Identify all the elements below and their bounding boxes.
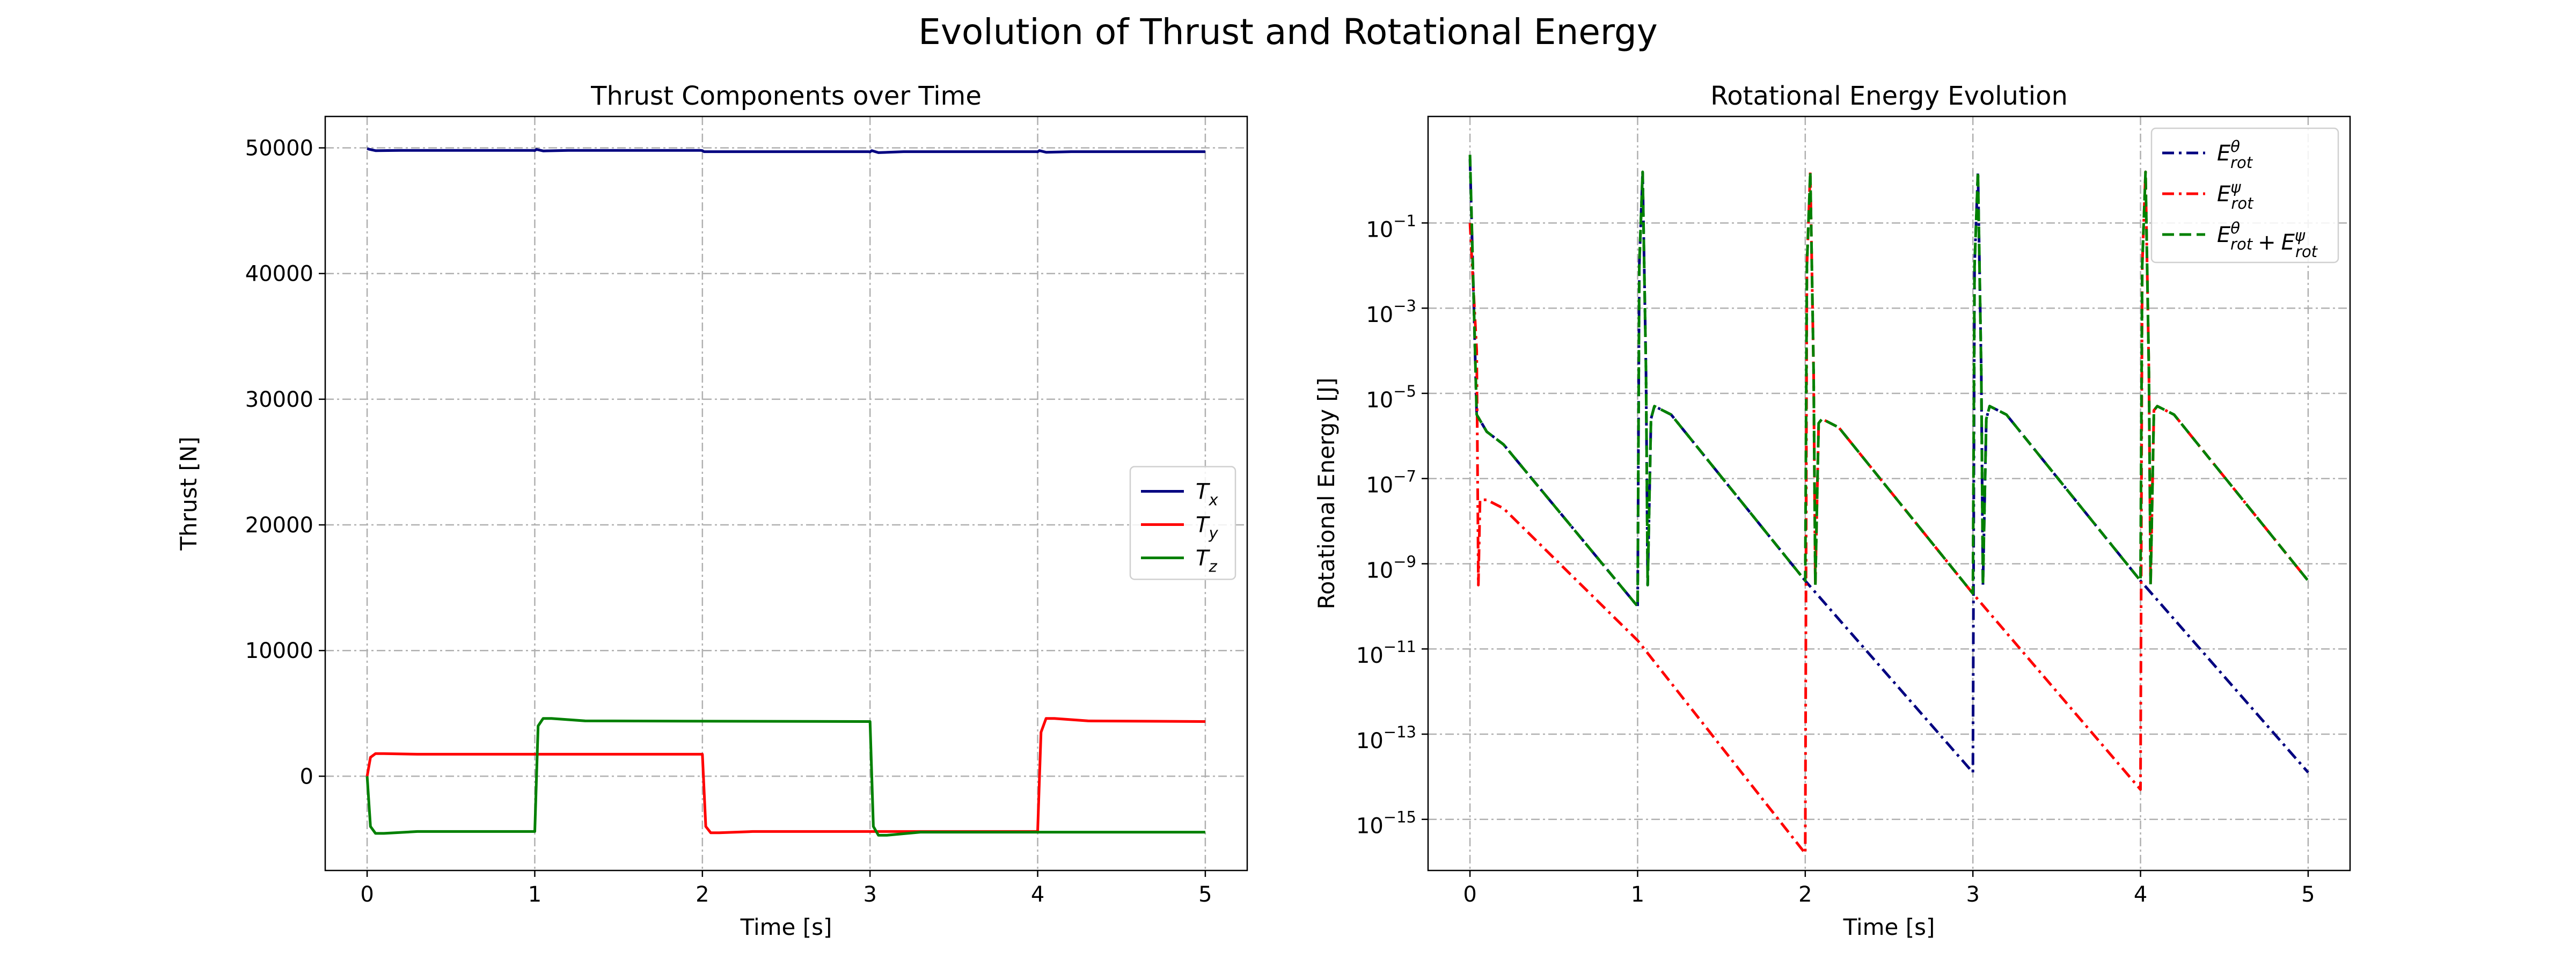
x-tick-label: 3	[1966, 882, 1979, 907]
series-group	[365, 147, 1205, 837]
x-tick-label: 0	[360, 882, 374, 907]
legend-label: Eθ rot	[2217, 137, 2253, 172]
series-line-3	[1468, 155, 2309, 608]
legend-label: Tx	[1196, 480, 1218, 509]
y-tick-label: 10−7	[1366, 467, 1416, 498]
y-axis-label: Thrust [N]	[175, 436, 202, 551]
y-tick-label: 50000	[245, 136, 313, 161]
axes-frame	[324, 115, 1248, 872]
x-axis-label: Time [s]	[1843, 914, 1935, 940]
x-tick-label: 2	[1798, 882, 1812, 907]
y-tick-label: 10−13	[1356, 723, 1416, 753]
axes-title: Rotational Energy Evolution	[1710, 81, 2068, 111]
legend-label: Eθ rot + Eψ rot	[2217, 219, 2318, 261]
series-line-2	[365, 717, 1205, 835]
legend-label: Eψ rot	[2217, 178, 2254, 213]
y-tick-label: 20000	[245, 513, 313, 538]
x-tick-label: 4	[1031, 882, 1044, 907]
y-tick-label: 10−11	[1356, 638, 1416, 668]
axes-frame	[1427, 115, 2351, 872]
legend: Eθ rot Eψ rot Eθ rot + Eψ rot	[2150, 127, 2339, 264]
y-tick-label: 10−3	[1366, 297, 1416, 327]
series-line-3	[365, 717, 1205, 837]
y-axis-label: Rotational Energy [J]	[1313, 378, 1340, 610]
subplot-1: 0 1 2 3 4 5 0 10000 20000 30000 40000 50000 Thrust C…	[175, 81, 1248, 940]
axes-title: Thrust Components over Time	[590, 81, 982, 111]
x-tick-label: 5	[1198, 882, 1212, 907]
x-tick-label: 1	[1631, 882, 1644, 907]
y-tick-label: 10−9	[1366, 552, 1416, 583]
y-tick-label: 10−1	[1366, 211, 1416, 242]
subplot-2: 0 1 2 3 4 5 10−15 10−13 10−11 10−9 10−7 10−5 10−3 10−…	[1313, 81, 2351, 940]
x-tick-label: 1	[528, 882, 541, 907]
x-tick-label: 2	[696, 882, 709, 907]
y-tick-label: 0	[300, 764, 313, 789]
series-line-1	[367, 147, 1205, 154]
series-group	[1468, 155, 2309, 855]
y-tick-label: 10−15	[1356, 808, 1416, 839]
x-tick-label: 5	[2301, 882, 2315, 907]
x-tick-label: 0	[1463, 882, 1476, 907]
x-tick-label: 4	[2134, 882, 2147, 907]
legend-box	[1129, 466, 1236, 580]
y-tick-label: 40000	[245, 262, 313, 287]
y-tick-label: 30000	[245, 387, 313, 412]
y-tick-label: 10−5	[1366, 382, 1416, 413]
x-axis-label: Time [s]	[740, 914, 832, 940]
x-tick-label: 3	[863, 882, 876, 907]
legend-label: Tz	[1196, 546, 1217, 576]
legend-box	[2150, 127, 2339, 264]
y-tick-label: 10000	[245, 639, 313, 663]
legend-label: Ty	[1196, 513, 1218, 543]
figure-title: Evolution of Thrust and Rotational Energ…	[918, 11, 1658, 53]
grid-lines	[325, 116, 1247, 870]
plots: 0 1 2 3 4 5 0 10000 20000 30000 40000 50000 Thrust C…	[175, 81, 2351, 940]
